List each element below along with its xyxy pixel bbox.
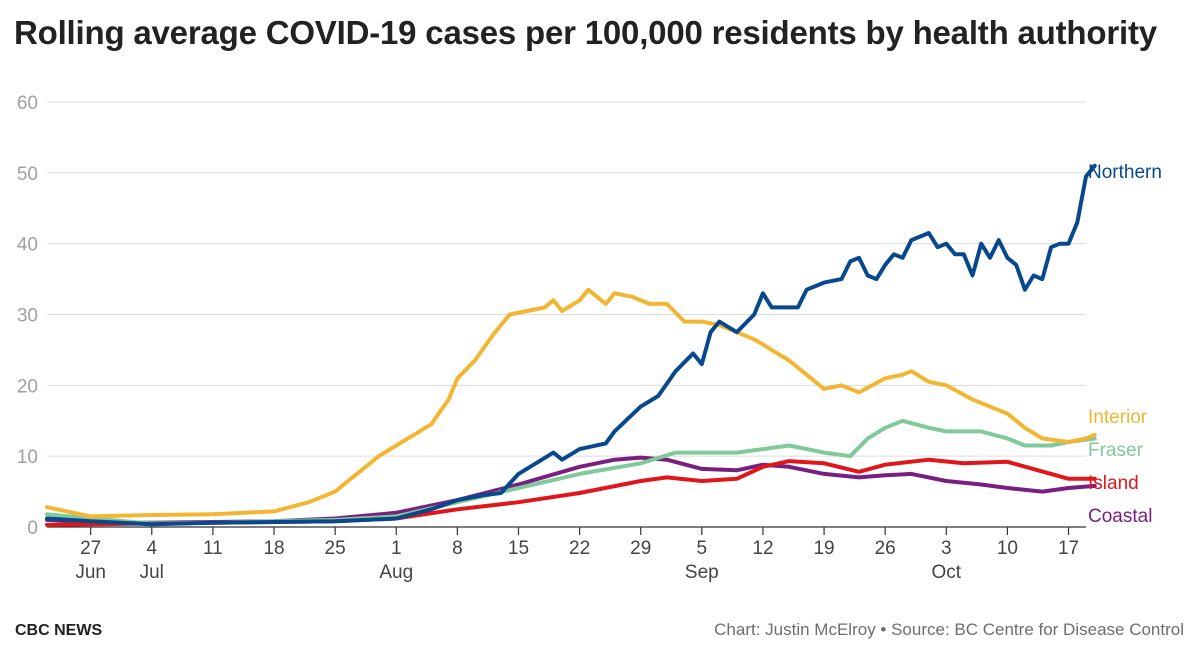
series-line-interior bbox=[45, 287, 1097, 519]
x-tick-label: 25 bbox=[325, 538, 346, 559]
y-tick-label: 10 bbox=[17, 447, 38, 468]
x-tick-label: 29 bbox=[630, 538, 651, 559]
series-label-island: Island bbox=[1088, 473, 1139, 494]
y-tick-label: 30 bbox=[17, 306, 38, 327]
x-tick-label: 8 bbox=[452, 538, 463, 559]
x-tick-label: 10 bbox=[997, 538, 1018, 559]
x-month-label: Sep bbox=[685, 562, 719, 583]
x-tick-label: 3 bbox=[941, 538, 952, 559]
x-tick-label: 27 bbox=[80, 538, 101, 559]
series-line-fraser bbox=[45, 418, 1097, 526]
y-tick-label: 60 bbox=[17, 93, 38, 114]
x-month-label: Oct bbox=[932, 562, 962, 583]
x-tick-label: 22 bbox=[569, 538, 590, 559]
x-tick-label: 17 bbox=[1058, 538, 1079, 559]
x-month-label: Jul bbox=[140, 562, 164, 583]
x-month-label: Jun bbox=[75, 562, 106, 583]
y-tick-label: 0 bbox=[27, 518, 38, 539]
x-tick-label: 1 bbox=[391, 538, 402, 559]
x-tick-label: 5 bbox=[697, 538, 708, 559]
series-line-northern bbox=[45, 163, 1097, 527]
series-label-coastal: Coastal bbox=[1088, 506, 1152, 527]
y-tick-label: 20 bbox=[17, 376, 38, 397]
x-tick-label: 12 bbox=[752, 538, 773, 559]
series-label-fraser: Fraser bbox=[1088, 440, 1144, 461]
x-tick-label: 4 bbox=[146, 538, 157, 559]
y-tick-label: 50 bbox=[17, 164, 38, 185]
x-tick-label: 11 bbox=[203, 538, 223, 559]
series-label-northern: Northern bbox=[1088, 162, 1162, 183]
series-label-interior: Interior bbox=[1088, 407, 1148, 428]
x-tick-label: 18 bbox=[263, 538, 284, 559]
x-tick-label: 15 bbox=[508, 538, 529, 559]
x-month-label: Aug bbox=[379, 562, 413, 583]
x-tick-label: 26 bbox=[875, 538, 896, 559]
x-tick-label: 19 bbox=[813, 538, 834, 559]
brand-label: CBC NEWS bbox=[15, 622, 103, 639]
chart-title: Rolling average COVID-19 cases per 100,0… bbox=[14, 14, 1157, 51]
source-credit: Chart: Justin McElroy • Source: BC Centr… bbox=[714, 620, 1184, 639]
y-tick-label: 40 bbox=[17, 235, 38, 256]
